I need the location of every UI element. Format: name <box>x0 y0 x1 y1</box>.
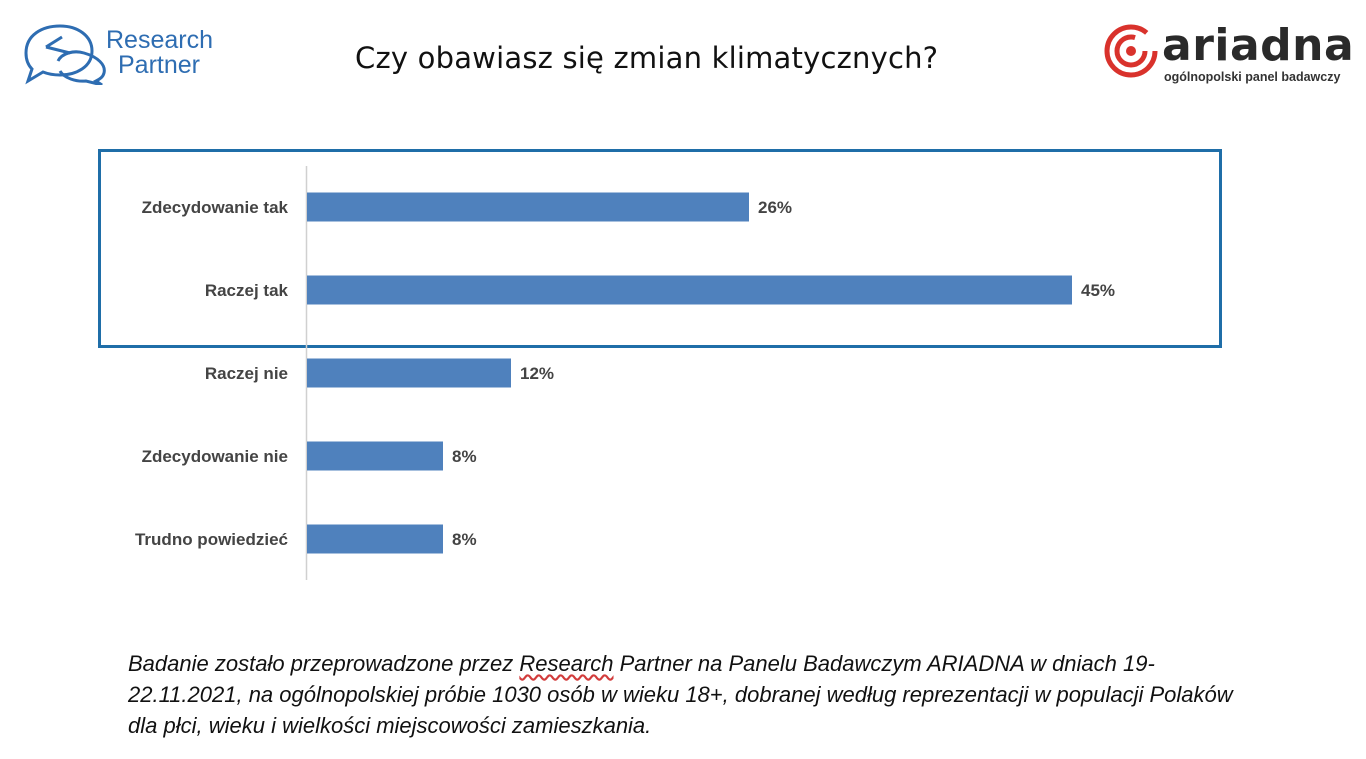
footnote-pre: Badanie zostało przeprowadzone przez <box>128 651 520 676</box>
category-label: Raczej nie <box>205 364 288 383</box>
category-label: Zdecydowanie tak <box>142 198 289 217</box>
data-label: 12% <box>520 364 554 383</box>
data-label: 45% <box>1081 281 1115 300</box>
category-label: Trudno powiedzieć <box>135 530 288 549</box>
bar <box>307 358 511 388</box>
bar <box>307 441 443 471</box>
ariadna-logo: ariadna ogólnopolski panel badawczy <box>1100 20 1354 90</box>
ariadna-tagline: ogólnopolski panel badawczy <box>1164 70 1341 84</box>
category-label: Raczej tak <box>205 281 289 300</box>
page-title: Czy obawiasz się zmian klimatycznych? <box>355 41 939 75</box>
brand-line2: Partner <box>118 51 200 79</box>
category-label: Zdecydowanie nie <box>142 447 288 466</box>
research-partner-logo: Research Partner <box>14 20 234 86</box>
data-label: 8% <box>452 447 477 466</box>
bar <box>307 275 1072 305</box>
brand-line1: Research <box>106 26 213 54</box>
bar <box>307 192 749 222</box>
footnote-post: Partner na Panelu Badawczym ARIADNA w dn… <box>128 651 1233 738</box>
data-label: 26% <box>758 198 792 217</box>
speech-bubbles-pie-icon <box>24 24 106 85</box>
red-spiral-logo-icon <box>1104 24 1158 78</box>
data-label: 8% <box>452 530 477 549</box>
ariadna-wordmark: ariadna <box>1162 20 1355 71</box>
study-footnote: Badanie zostało przeprowadzone przez Res… <box>128 648 1248 741</box>
research-partner-wordmark: Research Partner <box>106 28 213 78</box>
bar <box>307 524 443 554</box>
highlight-box <box>98 149 1222 348</box>
footnote-research: Research <box>519 651 614 676</box>
